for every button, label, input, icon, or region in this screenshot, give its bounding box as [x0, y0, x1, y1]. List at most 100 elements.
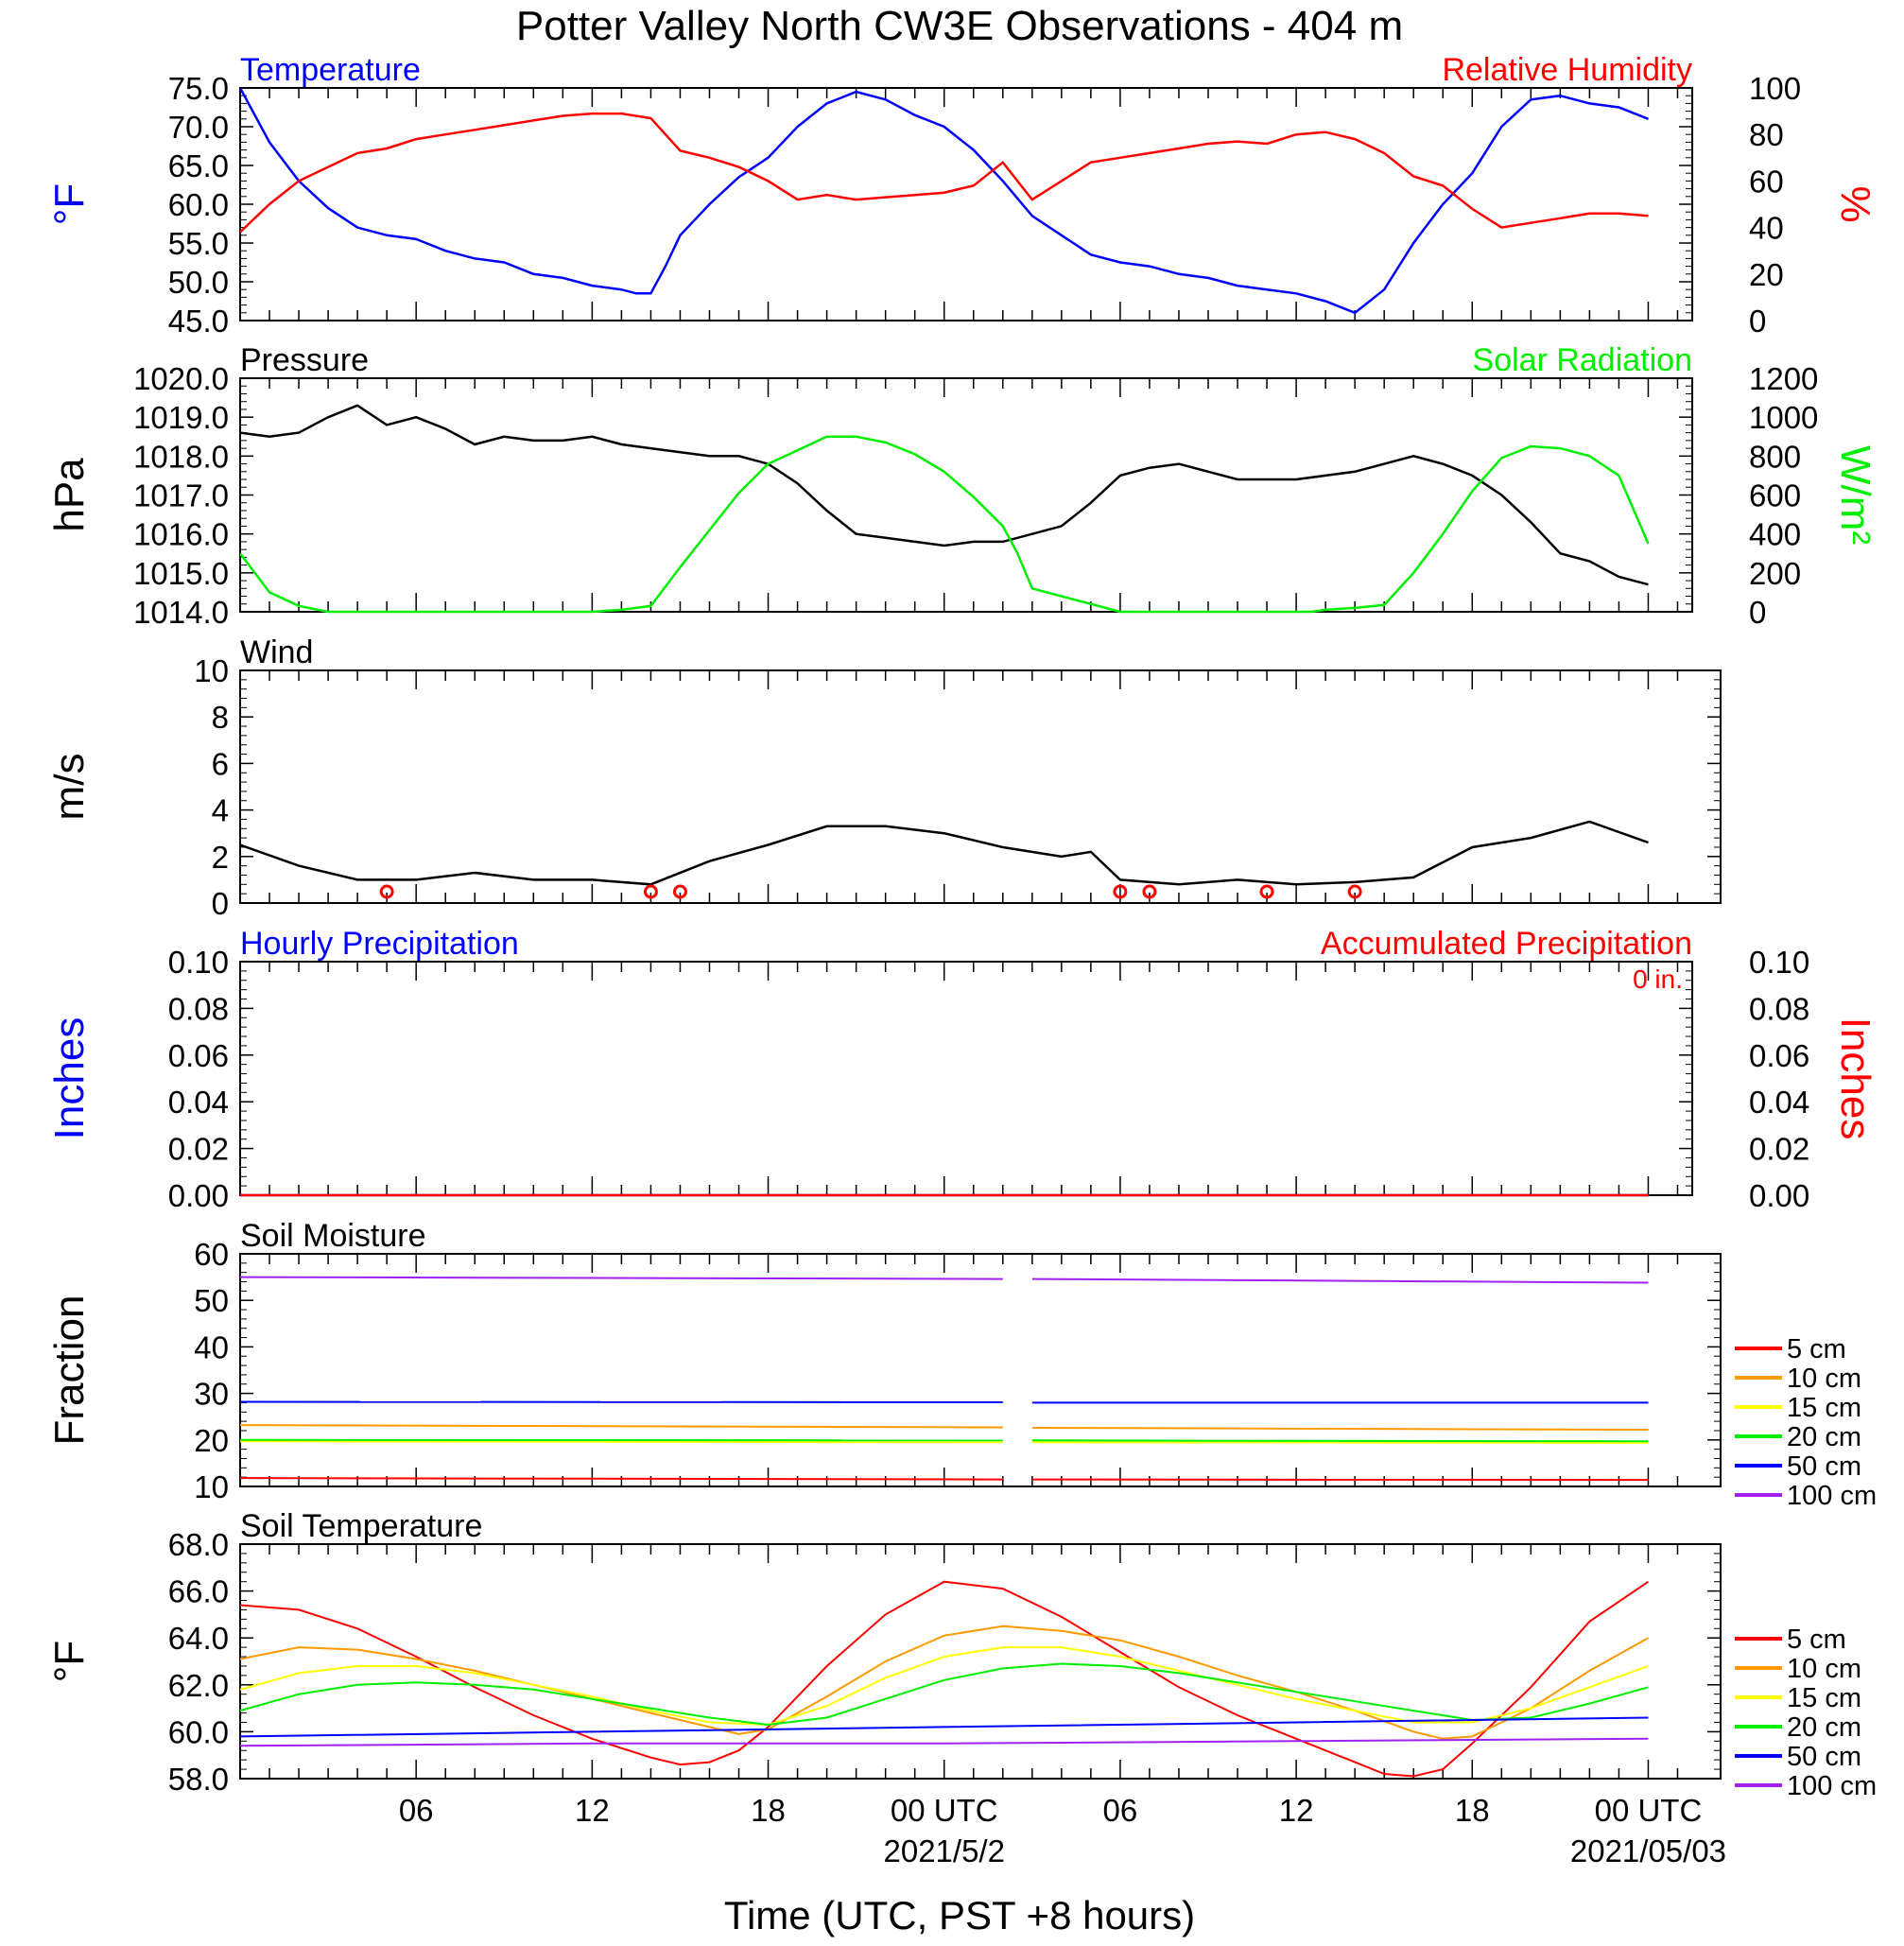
y-tick-label-right: 1200: [1749, 361, 1818, 396]
y-tick-label-right: 80: [1749, 117, 1784, 152]
y-tick-label-right: 20: [1749, 257, 1784, 292]
y-tick-label-left: 50: [194, 1283, 229, 1318]
panel-frame: [239, 961, 1693, 1196]
y-tick-label-left: 0.00: [168, 1178, 229, 1213]
y-tick-label-left: 1017.0: [133, 478, 229, 513]
x-date-label: 2021/5/2: [883, 1833, 1004, 1868]
y-tick-label-left: 1015.0: [133, 556, 229, 591]
panel-title-left: Hourly Precipitation: [240, 926, 519, 962]
figure-title: Potter Valley North CW3E Observations - …: [516, 3, 1403, 49]
x-tick-label: 06: [399, 1793, 434, 1828]
series-line-1-1: [240, 435, 1650, 614]
y-tick-label-left: 70.0: [168, 110, 229, 145]
panel-0: 75.0 70.065.0 60.0 55.0 50.0 45.0 100 80 60 40 20 0…: [46, 52, 1878, 339]
legend-label: 100 cm: [1787, 1771, 1877, 1801]
series-line-4-1: [1031, 1427, 1649, 1431]
y-tick-label-left: 20: [194, 1423, 229, 1458]
y-tick-label-left: 68.0: [168, 1527, 229, 1562]
series-line-4-5: [240, 1276, 1003, 1280]
x-tick-label: 18: [751, 1793, 786, 1828]
x-tick-label: 12: [575, 1793, 610, 1828]
series-line-4-5: [1031, 1277, 1649, 1284]
series-line-4-0: [1031, 1478, 1649, 1482]
y-tick-label-left: 1014.0: [133, 595, 229, 630]
panel-title-right: Solar Radiation: [1473, 342, 1692, 378]
legend-label: 50 cm: [1787, 1451, 1861, 1482]
calm-wind-marker: [1259, 884, 1274, 899]
legend-label: 20 cm: [1787, 1422, 1861, 1452]
legend-label: 5 cm: [1787, 1334, 1846, 1364]
series-line-5-4: [240, 1716, 1649, 1738]
y-tick-label-left: 65.0: [168, 148, 229, 183]
y-tick-label-right: 1000: [1749, 400, 1818, 435]
y-tick-label-right: 100: [1749, 71, 1801, 106]
y-tick-label-left: 0.10: [168, 945, 229, 980]
accumulated-total: 0 in.: [1633, 964, 1683, 994]
y-tick-label-left: 62.0: [168, 1668, 229, 1703]
y-tick-label-left: 8: [212, 700, 229, 735]
y-tick-label-left: 75.0: [168, 71, 229, 106]
y-tick-label-left: 10: [194, 653, 229, 688]
panel-title-right: Relative Humidity: [1442, 52, 1692, 88]
y-tick-label-left: 6: [212, 746, 229, 781]
series-line-4-0: [240, 1477, 1003, 1481]
panel-title-left: Pressure: [240, 342, 369, 378]
y-tick-label-right: 0.10: [1749, 945, 1809, 980]
y-tick-label-right: 40: [1749, 211, 1784, 246]
legend-label: 15 cm: [1787, 1683, 1861, 1713]
legend-label: 5 cm: [1787, 1625, 1846, 1655]
y-tick-label-left: 10: [194, 1469, 229, 1504]
y-axis-title-left: hPa: [46, 458, 93, 532]
y-axis-title-right: %: [1832, 185, 1878, 222]
panel-title-left: Temperature: [240, 52, 421, 88]
y-tick-label-right: 600: [1749, 478, 1801, 513]
calm-wind-marker: [1347, 884, 1362, 899]
series-line-5-3: [240, 1662, 1649, 1727]
y-tick-label-left: 0.02: [168, 1132, 229, 1167]
series-line-2-0: [240, 820, 1649, 886]
y-tick-label-right: 400: [1749, 517, 1801, 552]
panel-frame: [239, 87, 1693, 321]
panel-4: 60 50 40 30 20 10 Soil Moisture Fraction 5 cm10 …: [46, 1218, 1877, 1511]
series-line-0-0: [240, 87, 1649, 315]
y-tick-label-left: 1020.0: [133, 361, 229, 396]
x-tick-label: 00 UTC: [891, 1793, 998, 1828]
x-tick-label: 06: [1103, 1793, 1138, 1828]
y-axis-title-left: Inches: [46, 1017, 93, 1140]
y-tick-label-left: 55.0: [168, 226, 229, 261]
series-line-4-3: [240, 1438, 1003, 1442]
y-tick-label-left: 60: [194, 1237, 229, 1272]
y-tick-label-right: 0.02: [1749, 1132, 1809, 1167]
calm-wind-marker: [379, 884, 394, 899]
panel-frame: [239, 377, 1693, 613]
y-tick-label-left: 4: [212, 793, 229, 828]
y-tick-label-left: 58.0: [168, 1762, 229, 1797]
calm-wind-marker: [1113, 884, 1128, 899]
y-axis-title-right: W/m²: [1832, 445, 1878, 545]
y-axis-title-right: Inches: [1832, 1017, 1878, 1140]
panel-title-right: Accumulated Precipitation: [1321, 926, 1692, 962]
y-tick-label-right: 0: [1749, 595, 1766, 630]
panel-5: 68.0 66.0 64.0 62.0 60.0 58.0 Soil Temperature…: [46, 1508, 1877, 1801]
y-tick-label-right: 0: [1749, 304, 1766, 339]
y-tick-label-left: 50.0: [168, 265, 229, 300]
y-axis-title-left: °F: [46, 183, 93, 225]
series-line-0-1: [240, 112, 1649, 234]
panel-2: 10 8 6 4 2 0 Wind m/s: [46, 634, 1722, 921]
series-line-4-1: [240, 1424, 1003, 1429]
legend-label: 15 cm: [1787, 1393, 1861, 1423]
panel-title-left: Wind: [240, 634, 313, 670]
y-axis-title-left: °F: [46, 1641, 93, 1682]
calm-wind-marker: [643, 884, 658, 899]
series-line-4-3: [1031, 1439, 1649, 1443]
y-tick-label-right: 0.04: [1749, 1085, 1809, 1120]
panel-title-left: Soil Moisture: [240, 1218, 426, 1254]
y-tick-label-left: 60.0: [168, 187, 229, 222]
series-line-5-1: [240, 1625, 1649, 1740]
y-tick-label-left: 40: [194, 1329, 229, 1364]
y-tick-label-left: 1016.0: [133, 517, 229, 552]
panel-frame: [239, 1543, 1722, 1780]
x-tick-label: 00 UTC: [1595, 1793, 1703, 1828]
y-tick-label-right: 0.08: [1749, 991, 1809, 1026]
series-line-5-5: [240, 1737, 1649, 1747]
